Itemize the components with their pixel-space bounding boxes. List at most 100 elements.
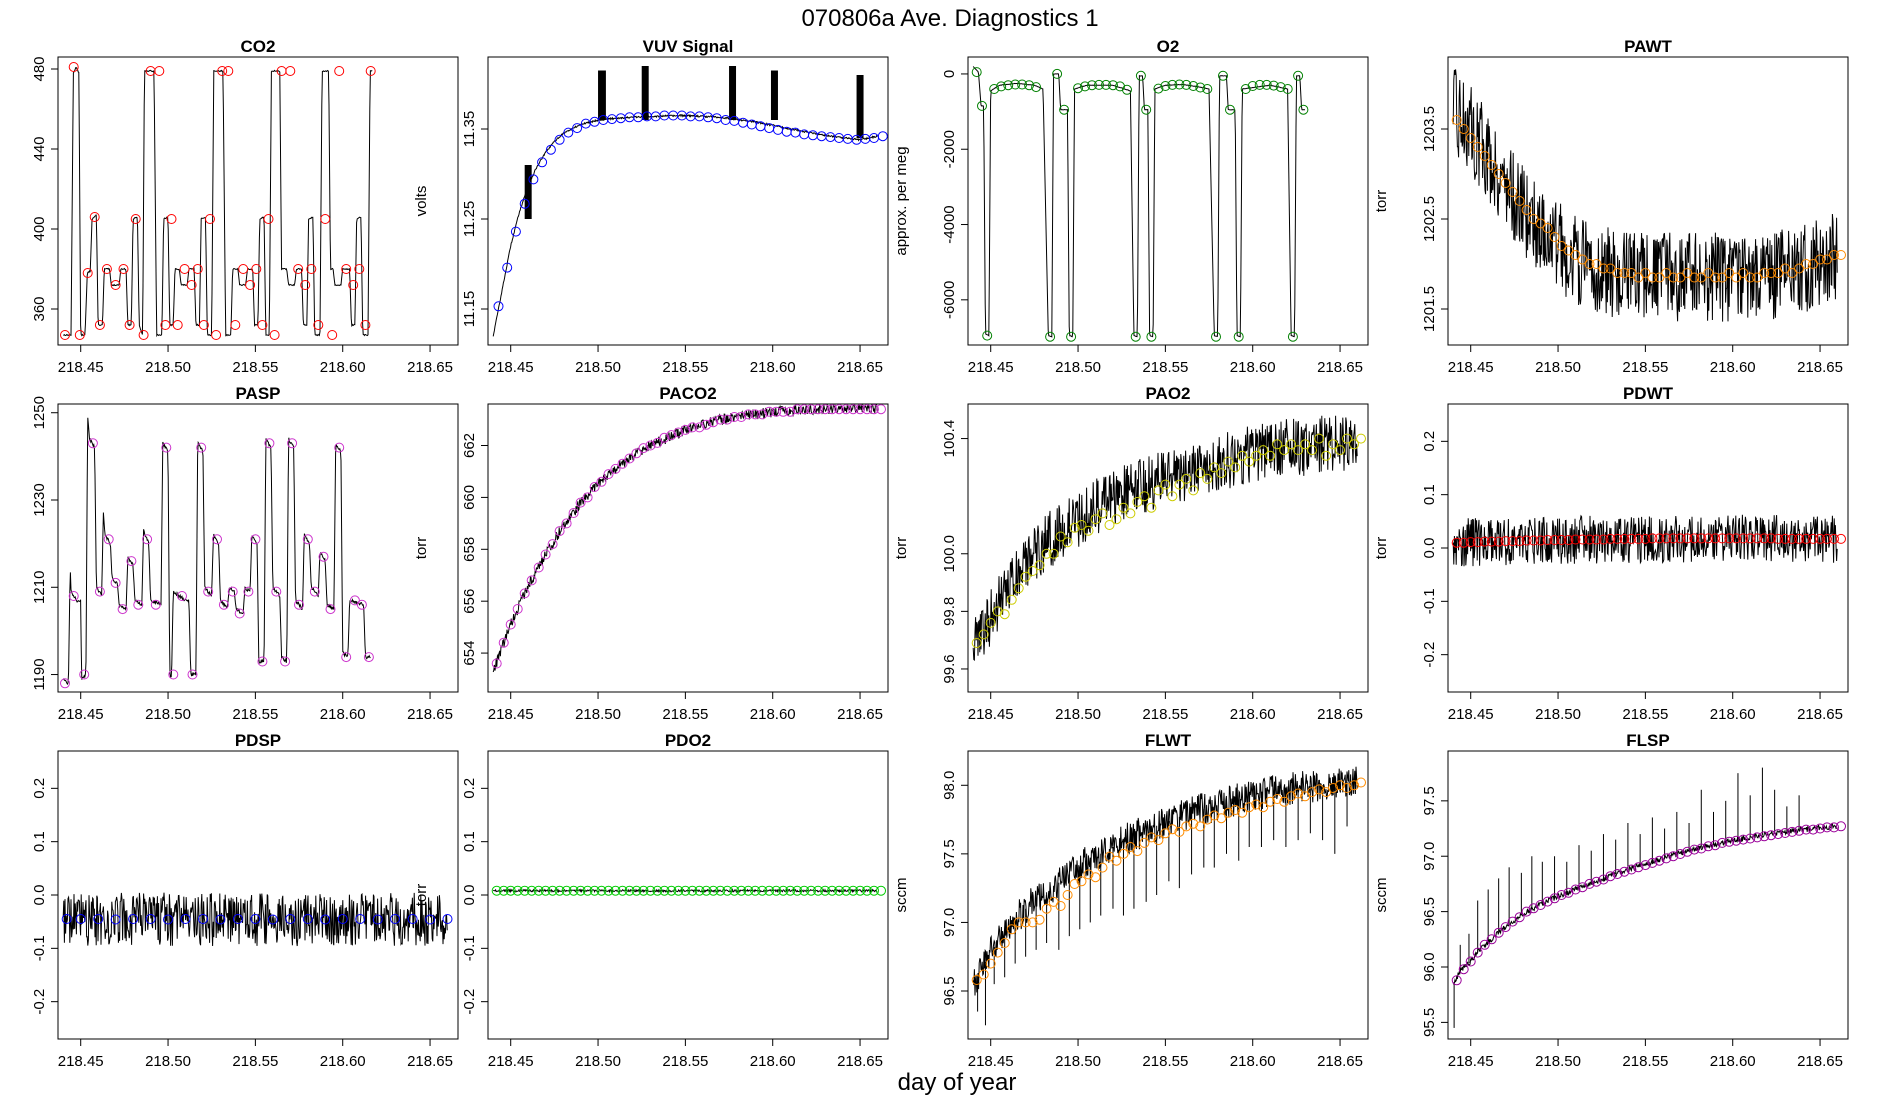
average-marker — [1240, 84, 1251, 94]
average-marker — [687, 422, 698, 433]
burst-block — [598, 70, 606, 120]
average-marker — [841, 404, 852, 415]
average-marker — [589, 482, 600, 492]
average-marker — [1689, 272, 1700, 283]
average-marker — [1118, 502, 1129, 513]
panel-o2: O2 approx. per meg 218.45 218.50 218.55 218.6… — [893, 37, 1369, 376]
average-marker — [1188, 485, 1199, 496]
average-marker — [1528, 535, 1539, 546]
average-marker — [792, 404, 803, 415]
average-marker — [1020, 917, 1031, 928]
average-marker — [1521, 906, 1532, 917]
average-marker — [1486, 934, 1497, 945]
average-marker — [1598, 534, 1609, 545]
average-marker — [1535, 535, 1546, 546]
average-marker — [1195, 82, 1206, 93]
average-marker — [1258, 445, 1269, 456]
average-marker — [211, 330, 222, 340]
y-tick-label: 0.1 — [1421, 484, 1438, 505]
x-tick-label: 218.45 — [58, 706, 104, 723]
average-marker — [1787, 533, 1798, 544]
burst-block — [770, 70, 778, 120]
average-marker — [1836, 821, 1846, 832]
average-marker — [1724, 836, 1735, 847]
average-marker — [631, 448, 642, 459]
average-marker — [631, 885, 642, 896]
x-tick-label: 218.55 — [1622, 706, 1668, 723]
y-tick-label: 658 — [461, 537, 478, 562]
y-tick-label: 0.2 — [1421, 431, 1438, 452]
average-marker — [1216, 813, 1227, 824]
x-tick-label: 218.45 — [1448, 706, 1494, 723]
average-marker — [1132, 846, 1143, 857]
panel-title: FLSP — [1626, 731, 1669, 750]
average-marker — [1724, 268, 1735, 278]
y-tick-label: 1230 — [31, 483, 48, 516]
average-marker — [1787, 268, 1798, 278]
average-marker — [1647, 272, 1658, 283]
average-marker — [198, 320, 209, 330]
average-marker — [1034, 914, 1045, 925]
burst-block — [856, 75, 864, 138]
average-marker — [1055, 531, 1066, 542]
average-marker — [563, 127, 574, 138]
average-marker — [1752, 832, 1763, 843]
average-marker — [1027, 566, 1038, 576]
average-marker — [118, 264, 129, 274]
average-marker — [186, 280, 197, 290]
x-tick-label: 218.65 — [407, 706, 453, 723]
average-marker — [680, 885, 691, 896]
average-marker — [1465, 537, 1476, 548]
y-tick-label: 654 — [461, 641, 478, 666]
average-marker — [1654, 272, 1665, 283]
average-marker — [1710, 533, 1721, 544]
average-marker — [715, 414, 726, 425]
average-marker — [1570, 884, 1581, 895]
average-marker — [1265, 796, 1276, 807]
average-marker — [203, 586, 214, 597]
x-tick-label: 218.50 — [145, 706, 191, 723]
average-marker — [1577, 882, 1588, 893]
average-marker — [778, 885, 789, 896]
average-marker — [694, 422, 705, 433]
average-marker — [1287, 331, 1298, 342]
average-marker — [263, 214, 274, 224]
y-tick-label: 100.4 — [941, 420, 958, 458]
average-marker — [1682, 846, 1693, 857]
burst-block — [641, 66, 649, 120]
panel-flsp: FLSP sccm 218.45 218.50 218.55 218.60 218.65 95… — [1373, 731, 1849, 1070]
x-tick-label: 218.50 — [1055, 706, 1101, 723]
average-marker — [1451, 115, 1462, 125]
average-marker — [1780, 533, 1791, 544]
figure-xlabel: day of year — [898, 1069, 1017, 1096]
average-marker — [1801, 259, 1812, 269]
average-marker — [547, 885, 558, 896]
average-marker — [1041, 548, 1052, 559]
average-marker — [1272, 794, 1283, 804]
average-marker — [498, 637, 509, 648]
x-tick-label: 218.65 — [1317, 706, 1363, 723]
average-marker — [757, 409, 768, 420]
average-marker — [150, 599, 161, 610]
x-tick-label: 218.55 — [232, 1053, 278, 1070]
average-marker — [589, 885, 600, 896]
average-marker — [1521, 205, 1532, 215]
data-trace — [62, 417, 371, 686]
average-marker — [110, 280, 121, 290]
average-marker — [1209, 462, 1220, 473]
average-marker — [1514, 196, 1525, 206]
average-marker — [1083, 525, 1094, 536]
average-marker — [1307, 445, 1318, 456]
average-marker — [1195, 821, 1206, 832]
panel-title: CO2 — [241, 37, 276, 56]
average-marker — [659, 885, 670, 896]
y-tick-label: -2000 — [941, 130, 958, 168]
average-marker — [334, 66, 345, 76]
average-marker — [510, 226, 521, 237]
average-marker — [526, 575, 537, 586]
x-tick-label: 218.65 — [837, 706, 883, 723]
average-marker — [1675, 533, 1686, 544]
average-marker — [1135, 70, 1146, 81]
average-marker — [94, 586, 105, 597]
